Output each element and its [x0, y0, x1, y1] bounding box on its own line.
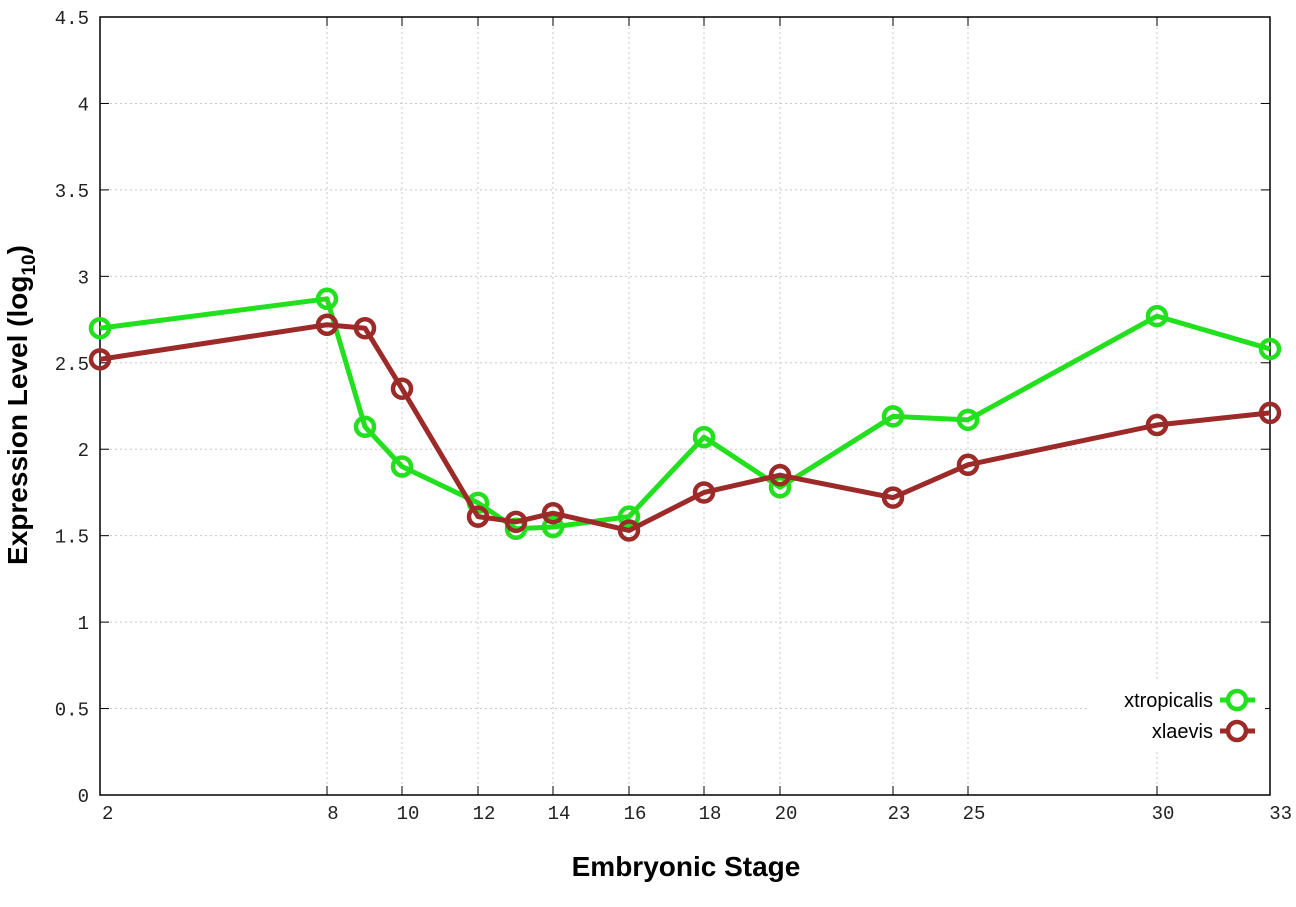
data-point-xlaevis: [390, 377, 414, 400]
data-point-xlaevis: [768, 463, 792, 487]
data-point-xtropicalis: [390, 455, 414, 478]
x-tick-label: 23: [888, 803, 911, 825]
data-point-xtropicalis: [353, 415, 377, 438]
x-tick-label: 30: [1152, 803, 1175, 825]
data-point-xlaevis: [353, 316, 377, 340]
legend-label-xlaevis: xlaevis: [1152, 721, 1213, 743]
data-point-xtropicalis: [692, 425, 716, 449]
y-tick-label: 2.5: [55, 354, 89, 376]
y-tick-label: 1: [78, 613, 89, 635]
x-tick-label: 16: [624, 803, 647, 825]
data-point-xlaevis: [617, 519, 641, 542]
grid: [100, 17, 1270, 795]
data-point-xtropicalis: [88, 316, 112, 340]
y-tick-label: 0: [78, 786, 89, 808]
data-point-xlaevis: [88, 348, 112, 371]
x-tick-label: 2: [102, 803, 113, 825]
legend: xtropicalis xlaevis: [1090, 680, 1265, 750]
data-point-xtropicalis: [956, 408, 980, 432]
legend-marker-xtropicalis: [1225, 688, 1249, 712]
y-tick-label: 4.5: [55, 8, 89, 30]
x-tick-label: 12: [473, 803, 496, 825]
data-point-xlaevis: [1258, 401, 1282, 425]
x-tick-label: 18: [699, 803, 722, 825]
axis-ticks: 0 0.5 1 1.5 2 2.5 3 3.5 4 4.5 2 8 10 12 14 16 18 20 23 25 30…: [55, 8, 1292, 825]
y-tick-label: 3: [78, 267, 89, 289]
data-point-xlaevis: [881, 486, 905, 509]
series-line-xlaevis: [99, 322, 1271, 533]
data-point-xlaevis: [466, 505, 490, 528]
y-tick-label: 0.5: [55, 700, 89, 722]
data-point-xlaevis: [315, 313, 339, 336]
data-point-xlaevis: [692, 481, 716, 504]
data-point-xlaevis: [504, 510, 528, 534]
data-point-xtropicalis: [1258, 337, 1282, 361]
y-axis-title: Expression Level (log10): [2, 245, 40, 565]
legend-marker-xlaevis: [1225, 719, 1249, 743]
x-tick-label: 33: [1269, 803, 1292, 825]
y-tick-label: 4: [78, 94, 89, 116]
data-point-xlaevis: [956, 453, 980, 477]
data-point-xtropicalis: [617, 505, 641, 528]
data-point-xlaevis: [541, 501, 565, 525]
y-axis-title-end: ): [2, 245, 33, 254]
x-tick-label: 8: [327, 803, 338, 825]
y-tick-label: 3.5: [55, 181, 89, 203]
x-tick-label: 20: [775, 803, 798, 825]
x-tick-label: 14: [548, 803, 571, 825]
legend-label-xtropicalis: xtropicalis: [1124, 690, 1213, 712]
series: [88, 287, 1282, 542]
series-xlaevis: [88, 313, 1282, 542]
y-axis-title-main: Expression Level (log: [2, 276, 33, 565]
x-tick-label: 10: [397, 803, 420, 825]
plot-area-frame: [99, 16, 1271, 796]
y-tick-label: 2: [78, 440, 89, 462]
x-axis-title: Embryonic Stage: [572, 851, 801, 882]
data-point-xtropicalis: [315, 287, 339, 311]
data-point-xlaevis: [1145, 413, 1169, 437]
x-tick-label: 25: [963, 803, 986, 825]
y-axis-title-subscript: 10: [19, 254, 40, 275]
data-point-xtropicalis: [881, 405, 905, 428]
data-point-xtropicalis: [1145, 304, 1169, 328]
data-point-xtropicalis: [768, 476, 792, 499]
y-tick-label: 1.5: [55, 527, 89, 549]
data-point-xtropicalis: [541, 515, 565, 539]
